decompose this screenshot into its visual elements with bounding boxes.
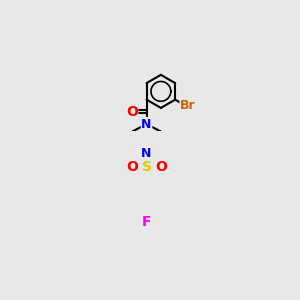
Text: N: N	[141, 147, 152, 160]
Text: N: N	[141, 118, 152, 130]
Text: F: F	[142, 215, 151, 229]
Text: S: S	[142, 160, 152, 174]
Text: O: O	[126, 105, 138, 119]
Text: O: O	[126, 160, 138, 174]
Text: Br: Br	[180, 99, 196, 112]
Text: O: O	[155, 160, 167, 174]
